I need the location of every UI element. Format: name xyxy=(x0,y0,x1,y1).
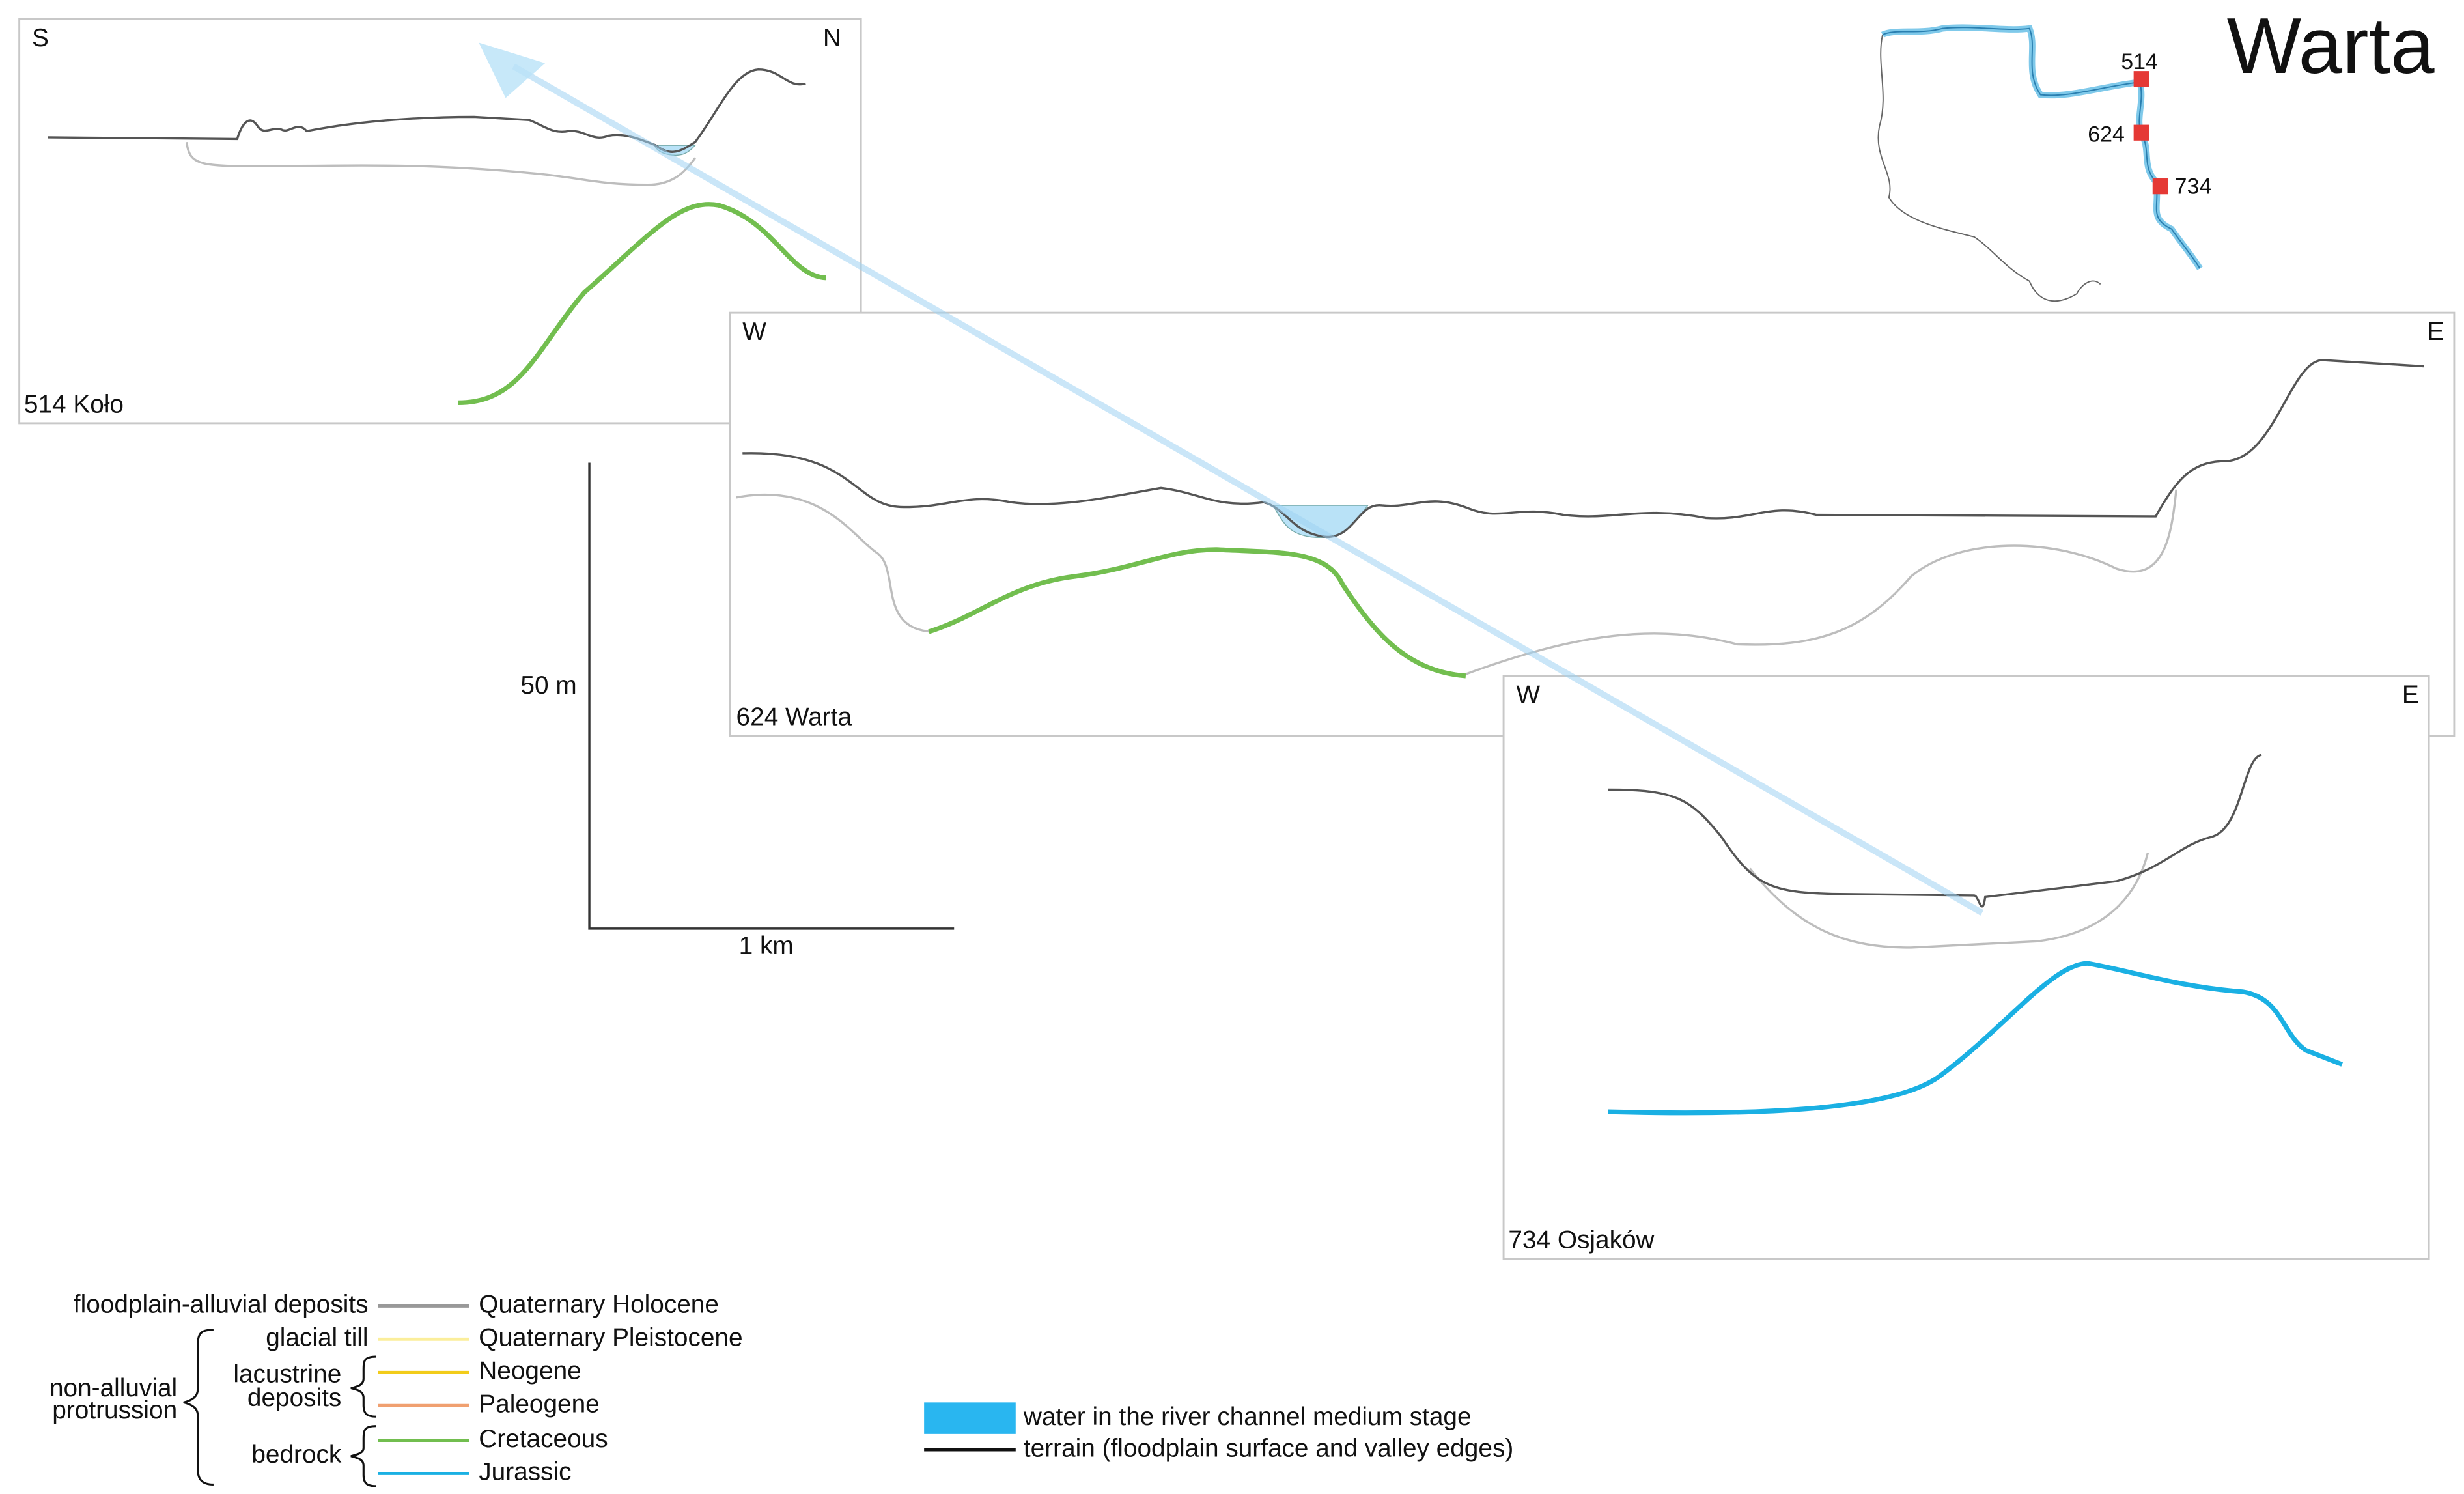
direction-label: S xyxy=(32,24,49,52)
cretaceous-line xyxy=(928,547,1466,679)
map-label: 734 xyxy=(2175,175,2212,199)
legend-item: Neogene xyxy=(479,1357,581,1385)
legend-group: bedrock xyxy=(251,1441,342,1469)
terrain-line xyxy=(48,68,806,153)
legend-group: lacustrine xyxy=(233,1360,341,1388)
legend-group: glacial till xyxy=(266,1324,368,1352)
brace xyxy=(183,1329,214,1486)
scale-label: 1 km xyxy=(739,932,794,960)
legend-item: Jurassic xyxy=(479,1458,571,1486)
legend-group: deposits xyxy=(247,1384,341,1412)
pleistocene-line xyxy=(185,142,696,186)
legend-item: water in the river channel medium stage xyxy=(1023,1403,1472,1431)
direction-label: N xyxy=(823,24,841,52)
terrain-line xyxy=(1608,754,2262,908)
map-site xyxy=(2152,178,2168,195)
terrain-line xyxy=(742,359,2424,539)
legend-item: Quaternary Holocene xyxy=(479,1291,719,1319)
map-site xyxy=(2133,124,2149,141)
panel-label: 514 Koło xyxy=(24,390,124,418)
direction-label: E xyxy=(2428,318,2444,346)
scale-label: 50 m xyxy=(520,671,576,699)
map-label: 514 xyxy=(2121,49,2158,74)
direction-label: W xyxy=(1516,681,1540,709)
profile-arrow xyxy=(512,63,1984,916)
map-border xyxy=(1877,35,2101,302)
map-site xyxy=(2133,71,2149,87)
legend-item: Cretaceous xyxy=(479,1425,608,1453)
direction-label: W xyxy=(742,318,766,346)
panel-label: 734 Osjaków xyxy=(1508,1226,1655,1254)
panel-frame xyxy=(729,311,2456,737)
map-label: 624 xyxy=(2088,122,2125,147)
jurassic-line xyxy=(1608,961,2344,1116)
brace xyxy=(350,1425,376,1487)
panel-label: 624 Warta xyxy=(736,703,852,731)
legend-item: Paleogene xyxy=(479,1390,599,1418)
legend-group: floodplain-alluvial deposits xyxy=(74,1291,369,1319)
legend-swatch xyxy=(924,1402,1016,1434)
legend-group: non-alluvial xyxy=(49,1374,177,1402)
legend-group: protrussion xyxy=(52,1396,177,1424)
title: Warta xyxy=(2227,1,2435,90)
legend-item: terrain (floodplain surface and valley e… xyxy=(1024,1434,1513,1462)
direction-label: E xyxy=(2402,681,2419,709)
panel-frame xyxy=(18,18,862,425)
brace xyxy=(350,1355,376,1418)
pleistocene-line xyxy=(1749,853,2149,949)
legend-item: Quaternary Pleistocene xyxy=(479,1324,742,1352)
scale-bar xyxy=(588,462,955,930)
panel-frame xyxy=(1502,675,2430,1260)
pleistocene-line xyxy=(736,489,2177,677)
arrow-head xyxy=(479,42,546,98)
map-river-edge xyxy=(1882,27,2201,269)
cretaceous-line xyxy=(458,202,827,405)
